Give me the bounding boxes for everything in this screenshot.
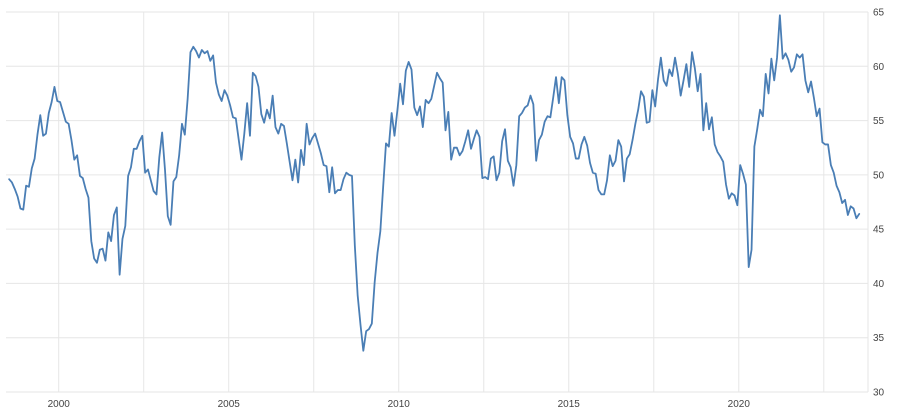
y-tick-label: 55 (873, 116, 885, 127)
x-tick-label: 2010 (388, 399, 411, 410)
y-tick-label: 45 (873, 225, 885, 236)
x-tick-label: 2020 (728, 399, 751, 410)
y-tick-label: 30 (873, 388, 885, 399)
x-tick-label: 2015 (558, 399, 581, 410)
y-tick-label: 35 (873, 333, 885, 344)
y-tick-label: 65 (873, 8, 885, 19)
x-tick-label: 2000 (48, 399, 71, 410)
pmi-series-line (8, 14, 861, 352)
y-tick-label: 40 (873, 279, 885, 290)
y-tick-label: 60 (873, 62, 885, 73)
x-tick-label: 2005 (218, 399, 241, 410)
y-tick-label: 50 (873, 170, 885, 181)
